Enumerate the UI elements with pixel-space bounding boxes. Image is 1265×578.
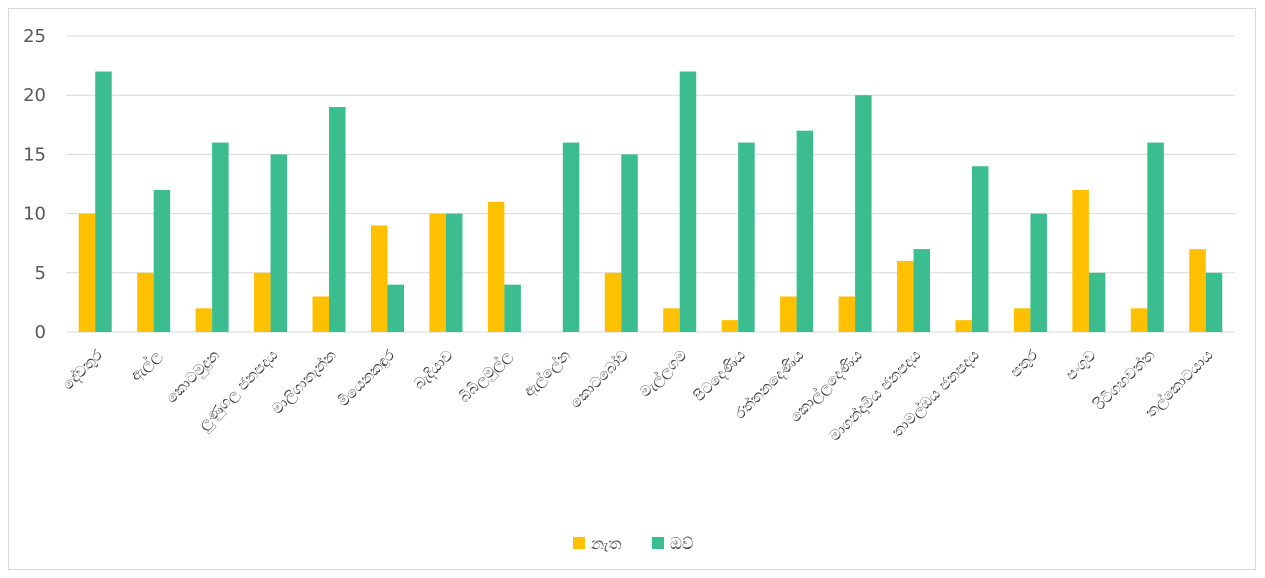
x-tick-label: පංගුව [1062, 346, 1100, 384]
y-tick-label: 10 [23, 204, 46, 225]
bar [1189, 249, 1206, 332]
gridlines [66, 35, 1235, 333]
bars [78, 71, 1223, 333]
bar [137, 272, 154, 332]
y-tick-label: 25 [23, 26, 46, 47]
bar [721, 320, 739, 332]
x-tick-label: බැදියාව [410, 346, 457, 393]
bar [971, 166, 989, 332]
bar [838, 296, 856, 332]
bar [254, 272, 271, 332]
bar [1030, 213, 1047, 332]
legend-label: ඔව් [670, 534, 693, 553]
legend-swatch [652, 537, 664, 549]
bar [1147, 142, 1164, 332]
bar [1013, 308, 1031, 332]
bar [1088, 272, 1106, 332]
y-tick-label: 5 [35, 263, 46, 284]
legend-label: නැත [591, 534, 621, 553]
bar [780, 296, 797, 332]
bar [679, 71, 697, 333]
x-tick-label: ඇල්ලේන [520, 346, 575, 401]
bar [270, 154, 288, 332]
bar [153, 189, 171, 332]
bar [195, 308, 213, 332]
bar [1072, 189, 1089, 332]
y-tick-label: 20 [23, 85, 46, 106]
y-tick-label: 15 [23, 144, 46, 165]
bar [604, 272, 622, 332]
bar [370, 225, 388, 332]
bar [487, 201, 505, 332]
bar [78, 213, 96, 332]
bar [1130, 308, 1148, 332]
x-tick-label: බිබිලමුල්ල [455, 346, 516, 407]
bar [1205, 272, 1223, 332]
x-tick-label: කොටබෝව [566, 346, 632, 412]
x-tick-label: දේවතුර [59, 346, 106, 393]
bar [212, 142, 229, 332]
bar [955, 320, 972, 332]
bar [312, 296, 330, 332]
x-tick-label: මියෙනකඳුර [334, 346, 398, 410]
x-tick-label: කොටමුදුන [162, 346, 223, 407]
y-tick-label: 0 [35, 322, 46, 343]
bar [855, 95, 872, 332]
bar [796, 130, 814, 332]
bar [429, 213, 446, 332]
bar [387, 284, 404, 332]
legend-swatch [573, 537, 585, 549]
bar [621, 154, 638, 332]
bar [738, 142, 755, 332]
x-tick-label: පිටදෙණිය [690, 346, 749, 405]
bar [663, 308, 680, 332]
x-tick-label: පතුර [1006, 346, 1041, 381]
bar [445, 213, 463, 332]
x-axis-labels: දේවතුර ඇල්ලකොටමුදුනලුණුගල ජනපදයමාලිගාතැන්… [59, 346, 1217, 445]
bar [504, 284, 521, 332]
bar [913, 249, 931, 332]
bar [329, 107, 346, 332]
bar [897, 260, 914, 332]
bar [95, 71, 112, 333]
bar [562, 142, 580, 332]
x-tick-label: ඇල්ල [126, 346, 165, 385]
x-tick-label: මැල්ලගම [636, 346, 691, 401]
legend: නැත ඔව් [573, 534, 693, 553]
y-axis-ticks: 0 5 10 15 20 25 [23, 26, 46, 343]
